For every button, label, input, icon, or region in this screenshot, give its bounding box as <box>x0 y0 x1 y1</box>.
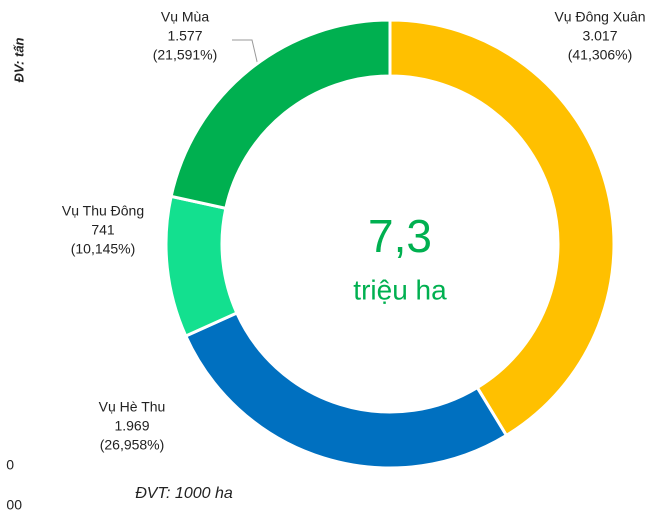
side-note: ĐV: tấn <box>11 37 26 82</box>
fragment: 00 <box>6 497 22 513</box>
donut-slice <box>183 311 509 470</box>
percent-label: (26,958%) <box>100 437 165 453</box>
donut-slice <box>388 18 616 438</box>
percent-label: (41,306%) <box>568 47 633 63</box>
percent-label: (21,591%) <box>153 47 218 63</box>
donut-slice <box>164 194 239 338</box>
donut-slice <box>169 18 392 211</box>
slice-label: Vụ Đông Xuân <box>554 9 645 25</box>
slice-label: Vụ Mùa <box>161 9 209 25</box>
value-label: 1.969 <box>114 418 149 434</box>
center-unit: triệu ha <box>353 274 447 305</box>
value-label: 3.017 <box>582 28 617 44</box>
slice-label: Vụ Hè Thu <box>99 399 166 415</box>
value-label: 741 <box>91 222 115 238</box>
center-value: 7,3 <box>368 210 432 262</box>
slice-label: Vụ Thu Đông <box>62 203 144 219</box>
percent-label: (10,145%) <box>71 241 136 257</box>
unit-note: ĐVT: 1000 ha <box>135 485 233 502</box>
value-label: 1.577 <box>167 28 202 44</box>
fragment: 0 <box>6 457 14 473</box>
